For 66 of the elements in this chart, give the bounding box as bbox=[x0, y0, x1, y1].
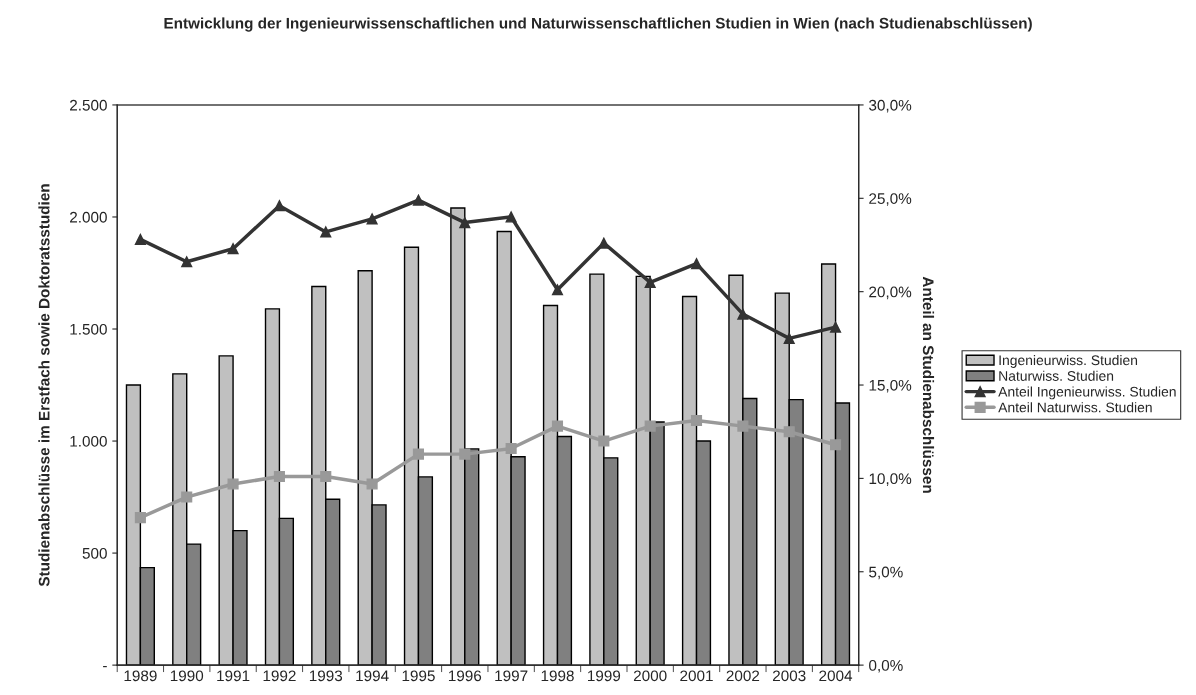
point bbox=[412, 448, 425, 460]
y2-tick-label: 20,0% bbox=[869, 286, 912, 300]
x-tick-label: 1993 bbox=[309, 670, 343, 682]
point bbox=[459, 217, 471, 229]
point bbox=[551, 284, 564, 296]
point bbox=[690, 258, 703, 270]
point bbox=[366, 478, 378, 490]
point bbox=[366, 213, 378, 225]
x-tick-label: 1992 bbox=[263, 670, 296, 682]
point bbox=[737, 420, 749, 432]
point bbox=[505, 442, 517, 455]
x-tick-label: 1990 bbox=[170, 670, 204, 682]
x-tick-label: 1999 bbox=[588, 670, 621, 682]
y-axis-title: Studienabschlüsse im Erstfach sowie Doktoratsstudien bbox=[38, 184, 50, 587]
x-tick-label: 2004 bbox=[819, 670, 853, 682]
y-tick-label: 500 bbox=[82, 547, 107, 559]
point bbox=[459, 448, 471, 460]
point bbox=[783, 332, 795, 344]
x-tick-label: 1998 bbox=[541, 670, 574, 682]
point bbox=[737, 308, 749, 320]
point bbox=[412, 194, 425, 206]
legend-label: Anteil Ingenieurwiss. Studien bbox=[998, 386, 1176, 400]
y-tick-label: 1.500 bbox=[70, 323, 107, 335]
point bbox=[320, 470, 332, 483]
chart-title: Entwicklung der Ingenieurwissenschaftlichen und Naturwissenschaftlichen Studien in Wien (nach Studienabschlüssen) bbox=[164, 17, 1032, 32]
point bbox=[598, 435, 610, 447]
point bbox=[273, 470, 285, 483]
x-tick-label: 2003 bbox=[772, 670, 806, 682]
y2-tick-label: 30,0% bbox=[869, 99, 912, 113]
y2-tick-label: 25,0% bbox=[869, 193, 912, 206]
x-tick-label: 1989 bbox=[124, 670, 157, 682]
x-tick-label: 1991 bbox=[217, 670, 250, 682]
x-tick-label: 1996 bbox=[448, 670, 482, 682]
y-tick-label: 2.000 bbox=[70, 211, 107, 223]
y2-tick-label: 15,0% bbox=[869, 379, 912, 393]
point bbox=[644, 420, 656, 432]
legend-label: Naturwiss. Studien bbox=[999, 370, 1114, 381]
x-tick-label: 2001 bbox=[680, 670, 713, 682]
x-tick-label: 1995 bbox=[402, 670, 435, 682]
point bbox=[227, 243, 239, 255]
point bbox=[829, 439, 842, 451]
x-tick-label: 1994 bbox=[356, 670, 389, 682]
x-tick-label: 1997 bbox=[495, 670, 528, 682]
y2-tick-label: 10,0% bbox=[869, 473, 912, 486]
x-tick-label: 2000 bbox=[633, 670, 667, 682]
legend-label: Ingenieurwiss. Studien bbox=[999, 354, 1138, 368]
point bbox=[551, 420, 564, 432]
y2-tick-label: 5,0% bbox=[869, 566, 903, 580]
point bbox=[783, 426, 795, 438]
point bbox=[181, 256, 193, 268]
y-tick-label: 2.500 bbox=[70, 99, 107, 111]
point bbox=[227, 478, 239, 490]
point bbox=[644, 276, 656, 288]
y2-axis-title: Anteil an Studienabschlüssen bbox=[922, 276, 935, 493]
y2-tick-label: 0,0% bbox=[869, 659, 903, 673]
point bbox=[829, 321, 842, 333]
y-tick-label: 1.000 bbox=[70, 435, 107, 447]
point bbox=[690, 414, 703, 427]
point bbox=[320, 226, 332, 238]
x-tick-label: 2002 bbox=[726, 670, 760, 682]
point bbox=[505, 211, 517, 223]
point bbox=[181, 491, 193, 503]
point bbox=[134, 512, 146, 524]
y-tick-label: - bbox=[103, 666, 107, 668]
legend-label: Anteil Naturwiss. Studien bbox=[998, 402, 1152, 413]
point bbox=[134, 233, 146, 245]
